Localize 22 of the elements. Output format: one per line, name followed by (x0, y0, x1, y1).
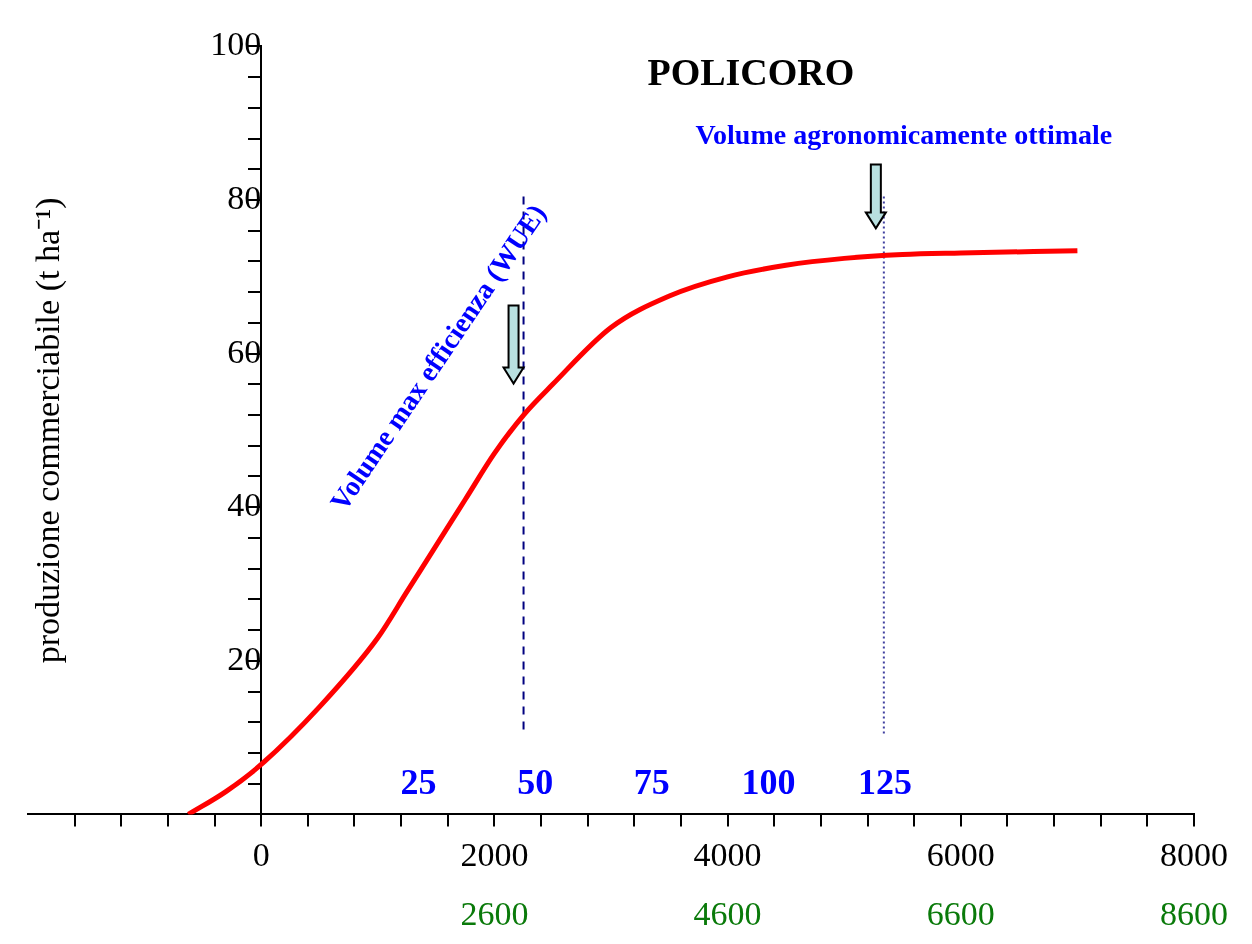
x-tick-label: 4000 (693, 835, 762, 873)
x-tick-label: 0 (252, 835, 270, 873)
x2-tick-label: 4600 (693, 894, 762, 932)
y-tick-label: 80 (227, 178, 262, 216)
y-tick-label: 60 (227, 332, 262, 370)
y-tick-label: 40 (227, 486, 262, 524)
x-tick-label: 2000 (460, 835, 529, 873)
annotation: Volume agronomicamente ottimale (695, 118, 1113, 150)
x-tick-label: 8000 (1160, 835, 1228, 873)
y-tick-label: 100 (210, 25, 262, 63)
x-tick-label: 6000 (926, 835, 995, 873)
y-axis-title: produzione commerciabile (t ha⁻¹) (28, 197, 67, 664)
annotation: 100 (741, 761, 796, 802)
annotation: 75 (633, 761, 670, 802)
chart-title: POLICORO (647, 51, 855, 94)
x2-tick-label: 2600 (460, 894, 529, 932)
annotation: 25 (400, 761, 437, 802)
x2-tick-label: 6600 (926, 894, 995, 932)
annotation: 125 (858, 761, 913, 802)
x2-tick-label: 8600 (1160, 894, 1228, 932)
annotation: 50 (517, 761, 554, 802)
y-tick-label: 20 (227, 639, 262, 677)
